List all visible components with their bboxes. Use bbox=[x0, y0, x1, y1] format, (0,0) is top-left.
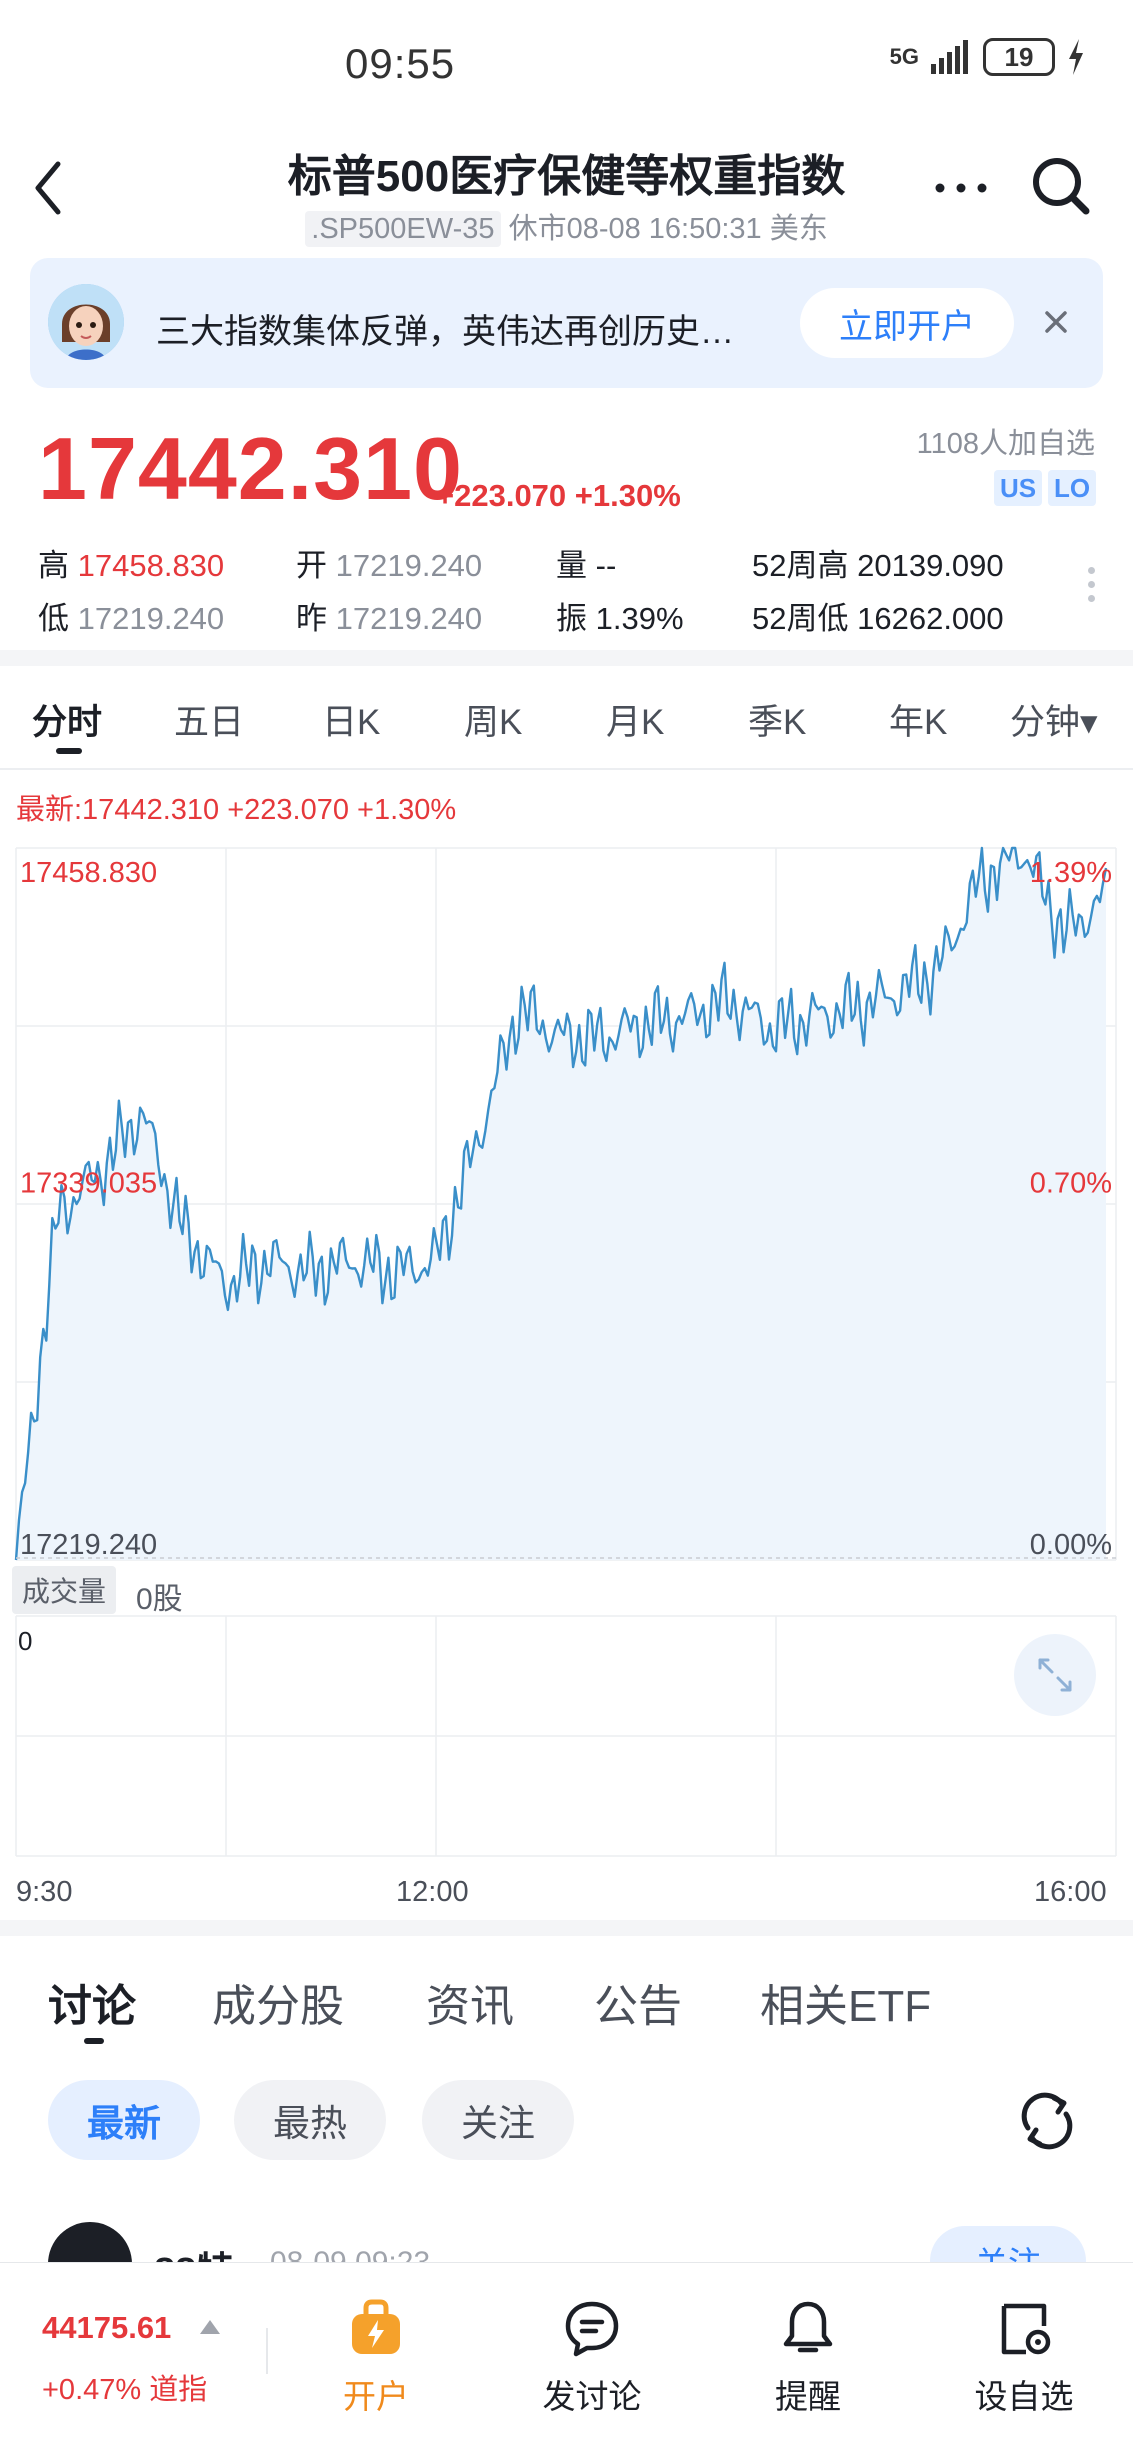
tab-active-indicator bbox=[56, 748, 82, 754]
market-badge-lo: LO bbox=[1048, 470, 1097, 506]
tab-active-indicator bbox=[84, 2038, 104, 2044]
market-badge-us: US bbox=[994, 470, 1043, 506]
tab-daily-k[interactable]: 日K bbox=[322, 703, 381, 742]
y-label-right: 0.00% bbox=[1030, 1529, 1112, 1561]
post-discussion-label: 发讨论 bbox=[542, 2378, 642, 2415]
section-divider bbox=[0, 1920, 1133, 1936]
close-icon[interactable] bbox=[1030, 296, 1082, 348]
stats-more-icon[interactable] bbox=[1088, 560, 1098, 609]
assistant-avatar-icon bbox=[48, 284, 124, 360]
back-icon[interactable] bbox=[30, 158, 66, 218]
filter-latest[interactable]: 最新 bbox=[48, 2080, 200, 2160]
chart-latest-readout: 最新:17442.310 +223.070 +1.30% bbox=[16, 794, 457, 826]
search-icon[interactable] bbox=[1030, 155, 1092, 217]
ticker-up-arrow-icon bbox=[200, 2320, 220, 2334]
more-icon[interactable] bbox=[934, 178, 988, 198]
tab-five-day[interactable]: 五日 bbox=[174, 703, 245, 742]
tab-yearly-k[interactable]: 年K bbox=[889, 703, 948, 742]
page-title: 标普500医疗保健等权重指数 bbox=[287, 152, 846, 201]
open-account-nav-button[interactable]: 开户 bbox=[296, 2296, 456, 2418]
comment-icon bbox=[565, 2301, 619, 2357]
x-label-end: 16:00 bbox=[1034, 1876, 1107, 1908]
stat-52w-low: 52周低 16262.000 bbox=[752, 601, 1004, 636]
filter-hot[interactable]: 最热 bbox=[234, 2080, 386, 2160]
status-icons: 5G 19 bbox=[890, 38, 1085, 76]
x-label-start: 9:30 bbox=[16, 1876, 73, 1908]
bottom-bar-divider bbox=[266, 2328, 268, 2374]
stat-high: 高 17458.830 bbox=[38, 548, 225, 583]
stat-prev-close: 昨 17219.240 bbox=[296, 601, 483, 636]
network-label: 5G bbox=[889, 44, 919, 69]
price-change: +223.070 +1.30% bbox=[436, 478, 681, 513]
status-time: 09:55 bbox=[345, 40, 456, 87]
battery-icon: 19 bbox=[983, 38, 1055, 76]
watchlist-count: 1108人加自选 bbox=[916, 428, 1095, 460]
page-subtitle: .SP500EW-35 休市08-08 16:50:31 美东 bbox=[0, 205, 1133, 247]
tab-intraday[interactable]: 分时 bbox=[32, 703, 103, 742]
stat-volume: 量 -- bbox=[556, 548, 617, 583]
promo-banner[interactable]: 三大指数集体反弹，英伟达再创历史… 立即开户 bbox=[30, 258, 1103, 388]
tab-divider bbox=[0, 768, 1133, 770]
tab-discussion[interactable]: 讨论 bbox=[48, 1982, 136, 2031]
y-label-left: 17458.830 bbox=[20, 857, 157, 889]
tab-weekly-k[interactable]: 周K bbox=[464, 703, 523, 742]
ticker-index-change[interactable]: +0.47% 道指 bbox=[42, 2374, 208, 2406]
y-label-left: 17339.035 bbox=[20, 1168, 157, 1200]
y-label-right: 1.39% bbox=[1030, 857, 1112, 889]
add-watchlist-label: 设自选 bbox=[974, 2378, 1074, 2415]
stat-52w-high: 52周高 20139.090 bbox=[752, 548, 1004, 583]
alert-button[interactable]: 提醒 bbox=[728, 2296, 888, 2418]
market-status: 休市08-08 16:50:31 美东 bbox=[508, 213, 828, 245]
tab-related-etf[interactable]: 相关ETF bbox=[760, 1982, 932, 2031]
volume-axis-zero: 0 bbox=[18, 1626, 33, 1656]
tab-constituents[interactable]: 成分股 bbox=[212, 1982, 344, 2031]
last-price: 17442.310 bbox=[38, 419, 463, 518]
alert-label: 提醒 bbox=[775, 2378, 841, 2415]
volume-label: 成交量 bbox=[12, 1566, 117, 1614]
stat-open: 开 17219.240 bbox=[296, 548, 483, 583]
bottom-bar bbox=[0, 2262, 1133, 2453]
x-label-mid: 12:00 bbox=[396, 1876, 469, 1908]
expand-icon bbox=[1038, 1658, 1072, 1692]
add-watchlist-button[interactable]: 设自选 bbox=[944, 2296, 1104, 2418]
battery-level: 19 bbox=[1004, 41, 1034, 72]
stat-amplitude: 振 1.39% bbox=[556, 601, 684, 636]
tab-monthly-k[interactable]: 月K bbox=[606, 703, 665, 742]
ticker-index-value[interactable]: 44175.61 bbox=[42, 2310, 172, 2345]
bell-icon bbox=[783, 2301, 833, 2353]
signal-icon bbox=[931, 40, 968, 74]
tab-announcements[interactable]: 公告 bbox=[594, 1982, 682, 2031]
price-area-fill bbox=[16, 848, 1106, 1560]
open-account-label: 开户 bbox=[343, 2378, 409, 2415]
refresh-icon[interactable] bbox=[1014, 2088, 1080, 2154]
section-divider bbox=[0, 650, 1133, 666]
intraday-chart[interactable]: 17458.830 17339.035 17219.240 1.39% 0.70% 0.0… bbox=[0, 832, 1133, 1872]
add-watchlist-icon bbox=[1001, 2303, 1051, 2355]
tab-news[interactable]: 资讯 bbox=[426, 1982, 514, 2031]
price-line bbox=[14, 846, 1108, 1561]
volume-value: 0股 bbox=[136, 1583, 183, 1616]
y-label-left: 17219.240 bbox=[20, 1529, 157, 1561]
charging-icon bbox=[1069, 39, 1083, 75]
filter-following[interactable]: 关注 bbox=[422, 2080, 574, 2160]
fullscreen-button[interactable] bbox=[1014, 1634, 1096, 1716]
y-label-right: 0.70% bbox=[1030, 1168, 1112, 1200]
open-account-icon bbox=[352, 2299, 400, 2354]
open-account-button[interactable]: 立即开户 bbox=[800, 288, 1014, 358]
stat-low: 低 17219.240 bbox=[38, 601, 225, 636]
index-code: .SP500EW-35 bbox=[305, 211, 501, 247]
banner-headline: 三大指数集体反弹，英伟达再创历史… bbox=[156, 313, 734, 351]
post-discussion-button[interactable]: 发讨论 bbox=[512, 2296, 672, 2418]
tab-quarterly-k[interactable]: 季K bbox=[748, 703, 807, 742]
tab-minute[interactable]: 分钟▾ bbox=[1010, 703, 1098, 742]
